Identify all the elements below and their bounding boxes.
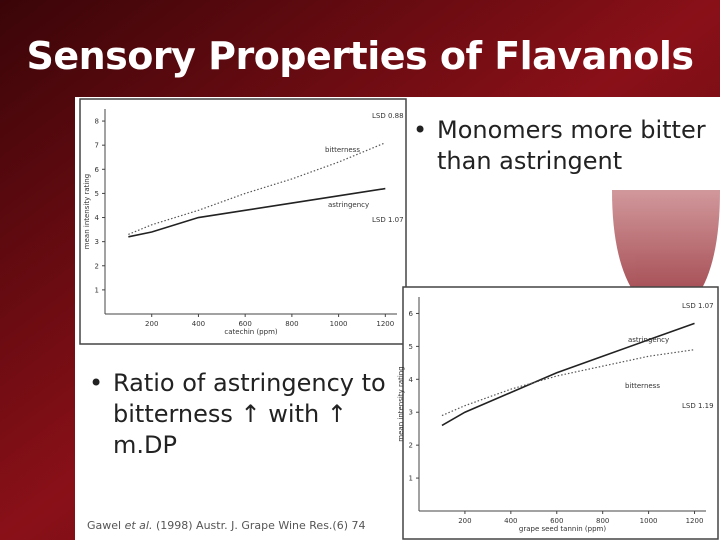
bullet-text: Ratio of astringency to bitterness ↑ wit… [113, 369, 386, 459]
y-axis-label: mean intensity rating [397, 366, 405, 441]
series-label: astringency [328, 201, 369, 209]
x-axis-label: grape seed tannin (ppm) [519, 525, 606, 533]
y-tick-label: 3 [95, 238, 99, 246]
bullet: • Ratio of astringency to bitterness ↑ wi… [89, 369, 386, 459]
citation-rest: (1998) Austr. J. Grape Wine Res.(6) 74 [152, 519, 366, 532]
bullet-text: Monomers more bitter than astringent [437, 116, 706, 175]
figure-frame [402, 286, 719, 540]
annotation: LSD 1.07 [372, 216, 404, 224]
y-tick-label: 4 [409, 376, 414, 384]
slide-title: Sensory Properties of Flavanols [26, 34, 694, 78]
chart: 1 2 3 4 5 6 200 400 600 800 1000 1200 grape seed tan… [397, 297, 714, 533]
x-tick-label: 400 [504, 517, 517, 525]
x-tick-label: 800 [285, 320, 298, 328]
annotation: LSD 1.19 [682, 402, 714, 410]
citation-authors: Gawel [87, 519, 125, 532]
citation: Gawel et al. (1998) Austr. J. Grape Wine… [87, 519, 366, 532]
y-tick-label: 3 [409, 409, 413, 417]
y-tick-label: 2 [409, 442, 413, 450]
series-line [441, 322, 695, 427]
x-tick-label: 1000 [330, 320, 348, 328]
y-tick-label: 2 [95, 262, 99, 270]
x-tick-label: 800 [596, 517, 609, 525]
figure-frame [79, 98, 407, 345]
x-tick-label: 1200 [376, 320, 394, 328]
y-tick-label: 1 [95, 286, 99, 294]
annotation: LSD 0.88 [372, 112, 404, 120]
annotation: LSD 1.07 [682, 302, 714, 310]
chart: 1 2 3 4 5 6 7 8 200 400 600 800 1000 1200 catechin (pp… [83, 109, 404, 336]
y-tick-label: 5 [95, 190, 99, 198]
x-tick-label: 600 [238, 320, 251, 328]
x-axis-label: catechin (ppm) [224, 328, 278, 336]
x-tick-label: 600 [550, 517, 563, 525]
y-tick-label: 6 [409, 310, 414, 318]
series-line [128, 187, 386, 238]
x-tick-label: 1000 [640, 517, 658, 525]
x-tick-label: 200 [458, 517, 471, 525]
y-tick-label: 6 [95, 166, 100, 174]
x-tick-label: 400 [192, 320, 205, 328]
series-label: astringency [628, 336, 669, 344]
x-tick-label: 1200 [686, 517, 704, 525]
y-tick-label: 5 [409, 343, 413, 351]
x-tick-label: 200 [145, 320, 158, 328]
series-label: bitterness [625, 382, 660, 390]
y-tick-label: 4 [95, 214, 100, 222]
series-label: bitterness [325, 146, 360, 154]
series-line [441, 349, 695, 417]
y-tick-label: 8 [95, 118, 99, 126]
series-line [128, 142, 386, 235]
y-axis-label: mean intensity rating [83, 174, 91, 249]
y-tick-label: 7 [95, 142, 99, 150]
citation-etal: et al. [124, 519, 153, 532]
y-tick-label: 1 [409, 475, 413, 483]
bullet: • Monomers more bitter than astringent [413, 116, 706, 175]
